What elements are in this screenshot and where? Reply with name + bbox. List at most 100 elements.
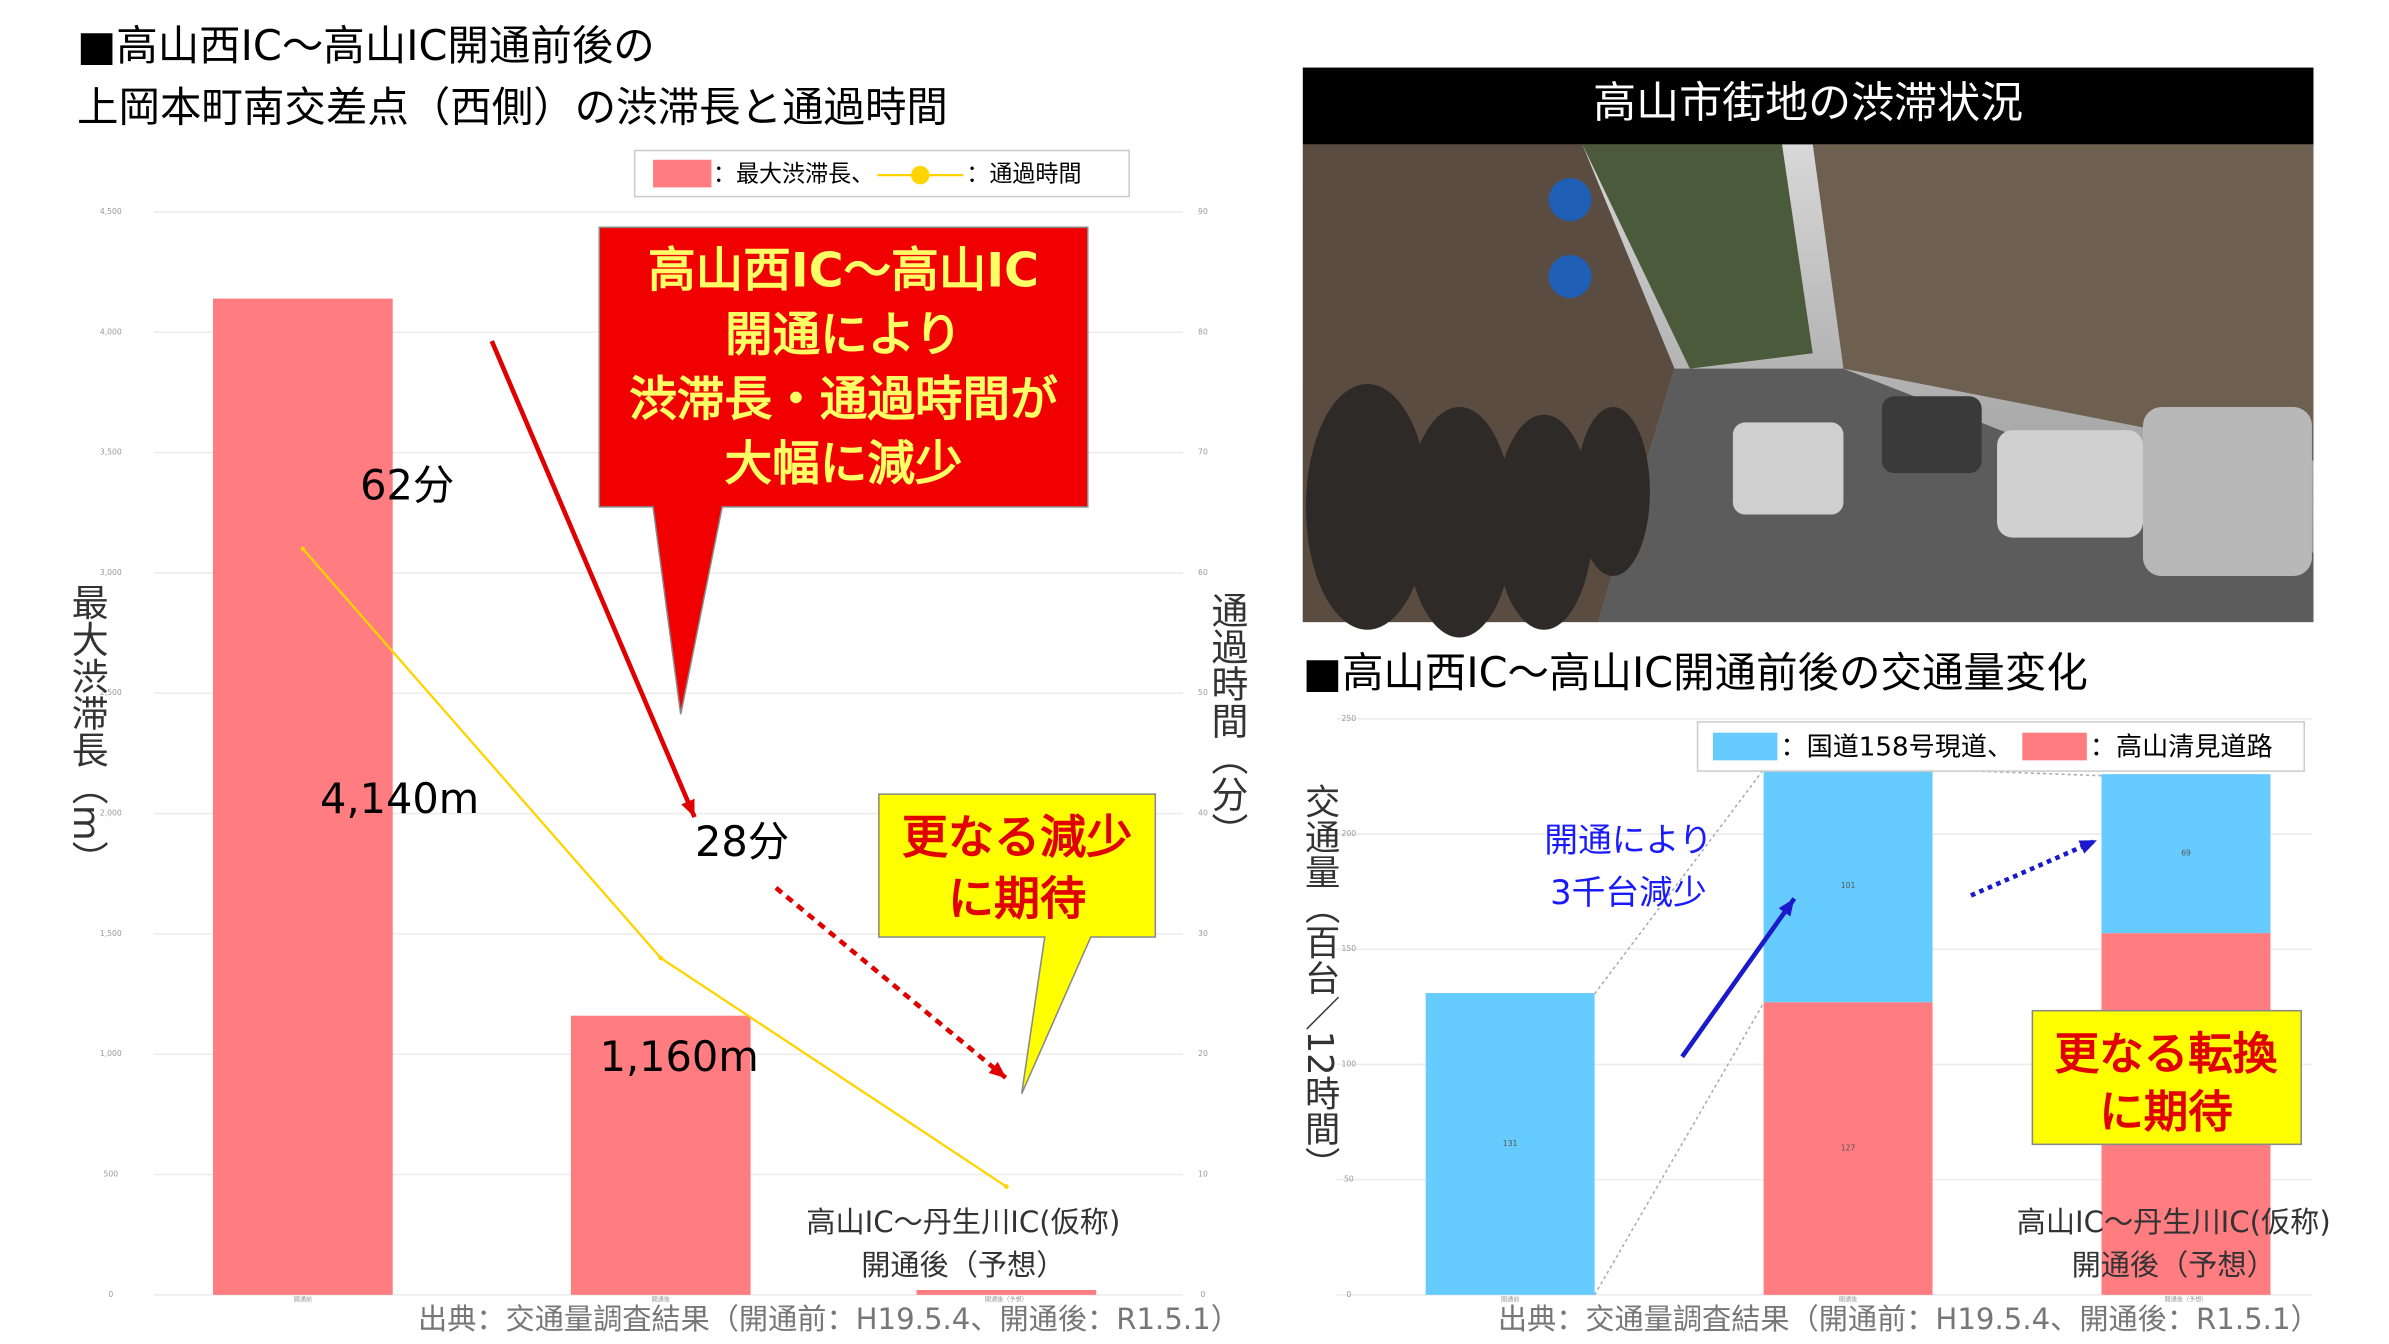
x-tick-label: 開通後 — [652, 1295, 670, 1303]
bar-segment — [1425, 993, 1595, 1295]
photo-title: 高山市街地の渋滞状況 — [1593, 78, 2023, 128]
source: 出典：交通量調査結果（開通前：H19.5.4、開通後：R1.5.1） — [418, 1302, 1240, 1336]
x-tick-label: 開通後 — [1839, 1295, 1857, 1303]
y2-tick-label: 90 — [1198, 207, 1208, 216]
note-text-line: 高山IC～丹生川IC(仮称) — [806, 1205, 1120, 1239]
y-tick-label: 150 — [1342, 944, 1357, 953]
arrow-head — [1778, 898, 1795, 917]
y-tick-label: 0 — [1346, 1290, 1351, 1299]
crowd — [1305, 384, 1650, 638]
sign — [1548, 254, 1592, 298]
segment-label: 101 — [1841, 881, 1856, 890]
y-tick-label: 2,000 — [100, 809, 122, 818]
hope-box — [878, 793, 1157, 1094]
y2-tick-label: 20 — [1198, 1049, 1208, 1058]
y2-tick-label: 60 — [1198, 568, 1208, 577]
right-buildings — [1812, 144, 2314, 461]
y-tick-label: 200 — [1342, 829, 1357, 838]
chart-title: ■高山西IC～高山IC開通前後の上岡本町南交差点（西側）の渋滞長と通過時間 — [77, 22, 948, 131]
bar — [570, 1015, 751, 1295]
y-tick-label: 3,500 — [100, 448, 122, 457]
arrow — [1680, 897, 1797, 1059]
hope-text-line: に期待 — [2099, 1086, 2233, 1138]
chart-title-line: ■高山西IC～高山IC開通前後の — [77, 22, 655, 70]
chart-title: ■高山西IC～高山IC開通前後の交通量変化 — [1303, 649, 2088, 697]
x-tick-label: 開通後（予想） — [2165, 1295, 2208, 1303]
x-tick-label: 開通前 — [1501, 1295, 1519, 1303]
legend-label: ：最大渋滞長、 — [713, 162, 874, 188]
note-blue-line: 開通により — [1544, 820, 1712, 859]
y-tick-label: 4,500 — [100, 207, 122, 216]
note-text-line: 高山IC～丹生川IC(仮称) — [2017, 1205, 2331, 1239]
chart-title-line: 上岡本町南交差点（西側）の渋滞長と通過時間 — [77, 84, 948, 132]
hope-text: 更なる転換に期待 — [2055, 1028, 2278, 1138]
y2-tick-label: 80 — [1198, 327, 1208, 336]
legend-marker — [911, 165, 930, 185]
legend-box — [1696, 721, 2306, 772]
y-tick-label: 2,500 — [100, 688, 122, 697]
bar-segment — [1763, 1002, 1933, 1295]
hope-text-line: 更なる減少 — [902, 810, 1132, 864]
bar-value-label: 1,160m — [600, 1033, 759, 1081]
y-tick-label: 1,000 — [100, 1049, 122, 1058]
legend-box — [633, 149, 1130, 198]
legend-label: ：国道158号現道、 — [1780, 733, 2013, 763]
hope-text-line: 更なる転換 — [2055, 1028, 2278, 1080]
bar-value-label: 4,140m — [320, 775, 479, 823]
hope-box — [2031, 1009, 2302, 1146]
dotted-arrow-head — [988, 1061, 1007, 1079]
y-tick-label: 0 — [108, 1290, 113, 1299]
segment-label: 127 — [1841, 1144, 1856, 1153]
y-axis-label: 最大渋滞長（m） — [65, 584, 108, 878]
line-point — [1004, 1184, 1009, 1189]
bar-segment — [2101, 774, 2271, 934]
bar — [212, 298, 393, 1295]
note-blue-line: 3千台減少 — [1550, 872, 1707, 911]
y-tick-label: 50 — [1344, 1175, 1354, 1184]
y-tick-label: 1,500 — [100, 929, 122, 938]
callout-box — [598, 226, 1089, 715]
y-axis-label: 交通量（百台／12時間） — [1299, 783, 1340, 1181]
connector — [1593, 1002, 1765, 1296]
y2-tick-label: 10 — [1198, 1170, 1208, 1179]
dotted-arrow — [774, 886, 1008, 1081]
y2-axis-label: 通過時間（分） — [1205, 591, 1248, 849]
x-tick-label: 開通前 — [294, 1295, 312, 1303]
note-text-line: 開通後（予想） — [861, 1248, 1065, 1282]
y2-tick-label: 40 — [1198, 809, 1208, 818]
dotted-arrow — [1970, 838, 2098, 898]
y-tick-label: 500 — [104, 1170, 119, 1179]
y2-tick-label: 50 — [1198, 688, 1208, 697]
callout-text-line: 開通により — [725, 308, 962, 363]
arrow — [489, 340, 697, 819]
y2-tick-label: 30 — [1198, 929, 1208, 938]
trees — [1582, 144, 1813, 369]
note-text: 高山IC～丹生川IC(仮称) 開通後（予想） — [806, 1205, 1120, 1282]
photo — [1302, 67, 2314, 638]
car — [1997, 430, 2143, 538]
callout-text: 高山西IC～高山IC 開通により渋滞長・通過時間が大幅に減少 — [629, 243, 1058, 492]
line-point — [658, 955, 664, 961]
note-text: 高山IC～丹生川IC(仮称) 開通後（予想） — [2017, 1205, 2331, 1282]
car — [1732, 422, 1844, 515]
x-tick-label: 開通後（予想） — [985, 1295, 1028, 1303]
sign — [1548, 178, 1592, 222]
callout-text-line: 高山西IC～高山IC — [648, 243, 1039, 298]
legend-label: ：高山清見道路 — [2090, 733, 2273, 763]
note-text-line: 開通後（予想） — [2072, 1248, 2276, 1282]
legend-swatch — [653, 159, 712, 188]
legend-swatch — [2022, 732, 2087, 761]
line-value-label: 28分 — [695, 818, 789, 866]
y-tick-label: 100 — [1342, 1059, 1357, 1068]
y2-tick-label: 0 — [1201, 1290, 1206, 1299]
legend-swatch — [1712, 732, 1778, 761]
segment-label: 69 — [2181, 849, 2191, 858]
dotted-arrow-head — [2078, 840, 2097, 854]
y-tick-label: 4,000 — [100, 327, 122, 336]
note-blue: 開通により 3千台減少 — [1544, 820, 1712, 911]
bar-segment — [1763, 769, 1933, 1003]
y-tick-label: 3,000 — [100, 568, 122, 577]
car — [1881, 396, 1982, 474]
